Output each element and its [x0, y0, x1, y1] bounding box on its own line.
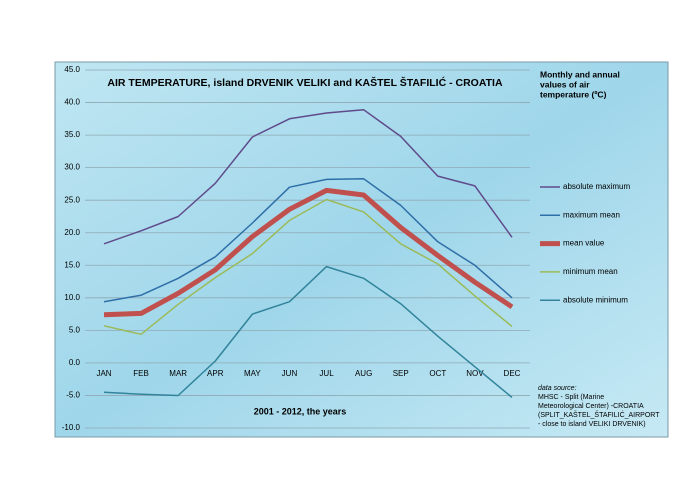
x-tick-label: AUG [355, 369, 372, 378]
x-tick-label: SEP [393, 369, 409, 378]
legend-label: minimum mean [563, 267, 618, 276]
y-tick-label: 15.0 [64, 260, 80, 269]
y-tick-label: 10.0 [64, 293, 80, 302]
y-tick-label: 30.0 [64, 163, 80, 172]
legend-title: values of air [540, 79, 590, 89]
source-note: (SPLIT_KAŠTEL_ŠTAFILIĆ_AIRPORT [538, 410, 660, 419]
legend-label: absolute maximum [563, 182, 630, 191]
x-tick-label: DEC [504, 369, 521, 378]
x-tick-label: JUN [282, 369, 298, 378]
legend-label: maximum mean [563, 210, 620, 219]
y-tick-label: 45.0 [64, 65, 80, 74]
source-note: data source: [538, 385, 577, 392]
y-tick-label: 20.0 [64, 228, 80, 237]
series-line [103, 265, 513, 398]
chart-background [54, 61, 669, 438]
x-tick-label: JUL [319, 369, 334, 378]
source-note: MHSC - Split (Marine [538, 394, 604, 401]
legend-label: mean value [563, 239, 605, 248]
series-line [103, 187, 514, 318]
y-tick-label: 5.0 [69, 325, 81, 334]
x-tick-label: MAY [244, 369, 261, 378]
legend-title: Monthly and annual [540, 69, 620, 79]
x-tick-label: JAN [96, 369, 111, 378]
x-tick-label: FEB [133, 369, 149, 378]
y-tick-label: -5.0 [66, 391, 80, 400]
legend-title: temperature (ºC) [540, 89, 607, 99]
series-line [103, 177, 513, 303]
legend-label: absolute minimum [563, 295, 628, 304]
y-tick-label: -10.0 [62, 423, 81, 432]
y-tick-label: 35.0 [64, 130, 80, 139]
x-tick-label: APR [207, 369, 224, 378]
source-note: Meteorological Center) -CROATIA [538, 403, 644, 410]
y-tick-label: 0.0 [69, 358, 81, 367]
x-tick-label: NOV [466, 369, 484, 378]
y-tick-label: 40.0 [64, 98, 80, 107]
source-note: - close to island VELIKI DRVENIK) [538, 421, 646, 428]
x-axis-label: 2001 - 2012, the years [254, 406, 347, 416]
x-tick-label: OCT [429, 369, 446, 378]
series-line [103, 108, 513, 245]
x-tick-label: MAR [169, 369, 187, 378]
series-line [103, 198, 513, 336]
y-tick-label: 25.0 [64, 195, 80, 204]
chart-title: AIR TEMPERATURE, island DRVENIK VELIKI a… [107, 76, 503, 89]
